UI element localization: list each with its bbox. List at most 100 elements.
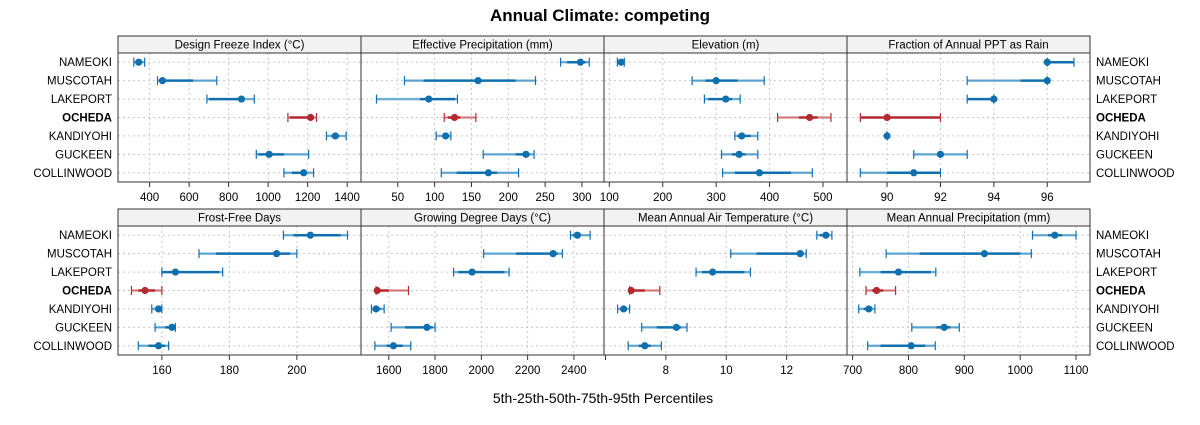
chart-title: Annual Climate: competing: [490, 6, 710, 25]
x-tick-label: 1200: [295, 192, 321, 204]
panel-strip-label: Growing Degree Days (°C): [414, 213, 551, 225]
station-label-right-lakeport: LAKEPORT: [1096, 94, 1157, 106]
station-mark-muscotah: [483, 249, 563, 259]
x-tick-label: 100: [425, 192, 444, 204]
x-tick-label: 1000: [255, 192, 281, 204]
median-point: [883, 132, 891, 140]
x-tick-label: 1400: [334, 192, 360, 204]
station-label-right-collinwood: COLLINWOOD: [1096, 168, 1175, 180]
x-tick-label: 200: [653, 192, 672, 204]
station-mark-muscotah: [403, 76, 537, 86]
median-point: [806, 113, 814, 122]
x-tick-label: 2200: [515, 365, 541, 377]
station-mark-kandiyohi: [435, 131, 452, 141]
x-tick-label: 200: [499, 192, 518, 204]
x-tick-label: 300: [707, 192, 726, 204]
station-mark-collinwood: [137, 341, 170, 351]
station-mark-ocheda: [373, 286, 410, 295]
median-point: [883, 113, 891, 122]
station-mark-collinwood: [440, 168, 520, 178]
x-tick-label: 96: [1041, 192, 1054, 204]
station-label-right-kandiyohi: KANDIYOHI: [1096, 131, 1159, 143]
x-tick-label: 94: [987, 192, 1000, 204]
station-label-right-nameoki: NAMEOKI: [1096, 57, 1149, 69]
x-tick-label: 900: [955, 365, 974, 377]
station-mark-nameoki: [1043, 57, 1075, 67]
x-tick-label: 800: [219, 192, 238, 204]
panels-group: Design Freeze Index (°C) 400 600 800 1000 120…: [117, 35, 1091, 377]
station-mark-nameoki: [133, 57, 146, 67]
median-point: [722, 95, 730, 103]
station-label-left-muscotah: MUSCOTAH: [47, 76, 112, 88]
x-axis-label: 5th-25th-50th-75th-95th Percentiles: [493, 390, 713, 406]
station-label-right-ocheda: OCHEDA: [1096, 113, 1146, 125]
median-point: [865, 305, 873, 313]
median-point: [796, 250, 804, 258]
station-mark-nameoki: [569, 230, 591, 240]
station-mark-lakeport: [375, 94, 459, 104]
panel-mean-annual-precipitation-mm: Mean Annual Precipitation (mm) 700 800 900 1…: [843, 208, 1091, 377]
median-point: [468, 268, 476, 276]
median-point: [331, 132, 339, 140]
median-point: [735, 150, 743, 158]
station-mark-kandiyohi: [616, 304, 631, 314]
median-point: [158, 77, 167, 85]
x-tick-label: 300: [572, 192, 591, 204]
station-label-left-lakeport: LAKEPORT: [51, 267, 112, 279]
station-label-left-nameoki: NAMEOKI: [59, 57, 112, 69]
panel-mean-annual-air-temperature-c: Mean Annual Air Temperature (°C) 8 10 12: [603, 208, 848, 377]
station-mark-nameoki: [616, 57, 625, 67]
median-point: [712, 77, 720, 85]
median-point: [307, 113, 315, 122]
panel-elevation-m: Elevation (m) 100 200 300 400 500: [600, 35, 848, 204]
station-label-right-muscotah: MUSCOTAH: [1096, 249, 1161, 261]
station-label-left-guckeen: GUCKEEN: [55, 322, 112, 334]
station-mark-collinwood: [627, 341, 662, 351]
station-mark-kandiyohi: [151, 304, 163, 314]
station-mark-kandiyohi: [734, 131, 759, 141]
x-tick-label: 1000: [1007, 365, 1033, 377]
station-mark-muscotah: [730, 249, 807, 259]
median-point: [641, 342, 649, 350]
station-mark-ocheda: [287, 113, 318, 122]
panel-growing-degree-days-c: Growing Degree Days (°C) 1600 1800 2000 2200…: [360, 208, 605, 377]
median-point: [894, 268, 902, 276]
median-point: [576, 58, 585, 66]
x-tick-label: 200: [287, 365, 306, 377]
station-label-left-guckeen: GUCKEEN: [55, 149, 112, 161]
station-mark-guckeen: [390, 322, 436, 332]
station-mark-ocheda: [627, 286, 661, 295]
station-label-left-nameoki: NAMEOKI: [59, 230, 112, 242]
panel-design-freeze-index-c: Design Freeze Index (°C) 400 600 800 1000 120…: [117, 35, 362, 204]
x-tick-label: 1600: [376, 365, 402, 377]
x-tick-label: 400: [140, 192, 159, 204]
station-mark-lakeport: [206, 94, 255, 104]
median-point: [1043, 58, 1051, 66]
median-point: [154, 305, 163, 313]
median-point: [627, 286, 635, 295]
median-point: [822, 231, 830, 239]
station-label-left-ocheda: OCHEDA: [62, 286, 112, 298]
station-mark-guckeen: [255, 149, 310, 159]
station-label-left-collinwood: COLLINWOOD: [33, 341, 112, 353]
station-label-right-lakeport: LAKEPORT: [1096, 267, 1157, 279]
median-point: [617, 58, 625, 66]
station-mark-collinwood: [859, 168, 942, 178]
median-point: [907, 342, 915, 350]
x-tick-label: 8: [663, 365, 669, 377]
median-point: [306, 231, 314, 239]
station-mark-lakeport: [452, 267, 510, 277]
median-point: [620, 305, 628, 313]
station-mark-collinwood: [283, 168, 315, 178]
station-label-left-lakeport: LAKEPORT: [51, 94, 112, 106]
station-label-right-guckeen: GUCKEEN: [1096, 149, 1153, 161]
station-mark-muscotah: [691, 76, 765, 86]
median-point: [910, 169, 918, 177]
x-tick-label: 150: [462, 192, 481, 204]
median-point: [135, 58, 143, 66]
median-point: [389, 342, 397, 350]
x-tick-label: 100: [600, 192, 619, 204]
x-tick-label: 600: [180, 192, 199, 204]
station-mark-nameoki: [559, 57, 590, 67]
